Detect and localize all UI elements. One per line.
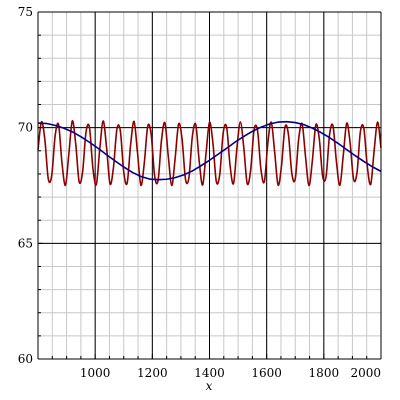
y-tick-label: 65	[18, 236, 33, 250]
series-layer	[37, 120, 382, 187]
y-tick-label: 70	[18, 121, 33, 135]
y-tick-label: 60	[18, 352, 33, 366]
ticks	[37, 11, 382, 360]
x-tick-label: 1800	[309, 366, 340, 380]
x-tick-label: 1600	[251, 366, 282, 380]
series-line-fast-oscillation	[37, 120, 382, 187]
tick-labels: 1000 1200 1400 1600 1800 2000 60 65 70 75	[18, 5, 381, 380]
x-tick-label: 1400	[194, 366, 225, 380]
y-tick-label: 75	[18, 5, 33, 19]
major-grid	[38, 11, 382, 360]
x-tick-label: 1000	[80, 366, 111, 380]
x-tick-label: 1200	[137, 366, 168, 380]
series-line-slow-oscillation	[37, 120, 382, 181]
x-axis-label: x	[206, 379, 213, 393]
x-tick-label: 2000	[350, 366, 381, 380]
